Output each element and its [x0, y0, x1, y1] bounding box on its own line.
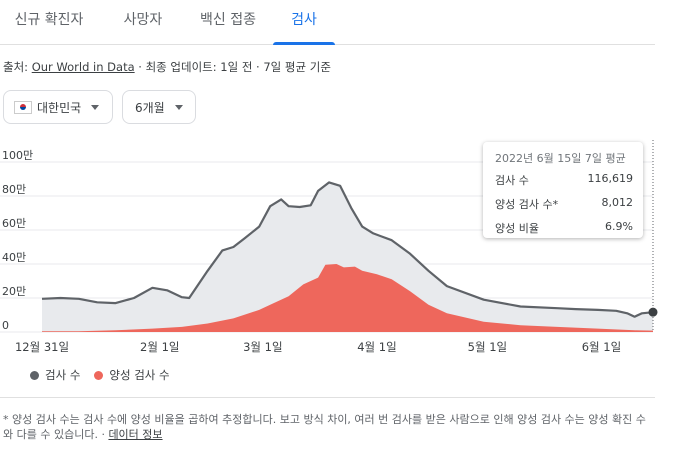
footnote: * 양성 검사 수는 검사 수에 양성 비율을 곱하여 추정합니다. 보고 방식…	[3, 412, 653, 442]
y-tick-label: 60만	[2, 217, 26, 230]
x-axis-labels: 12월 31일 2월 1일 3월 1일 4월 1일 5월 1일 6월 1일	[15, 340, 621, 354]
chevron-down-icon	[91, 104, 100, 110]
footnote-text: * 양성 검사 수는 검사 수에 양성 비율을 곱하여 추정합니다. 보고 방식…	[3, 413, 646, 441]
x-tick-label: 12월 31일	[15, 340, 69, 354]
x-tick-label: 5월 1일	[468, 340, 507, 354]
tab-new-cases[interactable]: 신규 확진자	[14, 12, 84, 28]
country-select[interactable]: 대한민국	[3, 90, 113, 124]
hover-point[interactable]	[648, 307, 658, 317]
tooltip-value: 6.9%	[605, 220, 633, 233]
tests-line	[41, 181, 654, 318]
tooltip-value: 116,619	[587, 172, 634, 185]
y-tick-label: 40만	[2, 251, 26, 264]
y-axis-labels: 0 20만 40만 60만 80만 100만	[2, 149, 33, 332]
testing-chart: 0 20만 40만 60만 80만 100만 12월 31일 2월 1일 3월 1일 4월 1일…	[0, 140, 658, 354]
divider	[0, 397, 655, 398]
period-select-label: 6개월	[135, 100, 165, 115]
chevron-down-icon	[174, 104, 183, 110]
source-link[interactable]: Our World in Data	[31, 60, 135, 74]
tab-vaccinations[interactable]: 백신 접종	[200, 12, 256, 28]
x-tick-label: 3월 1일	[243, 340, 282, 354]
source-line: 출처: Our World in Data · 최종 업데이트: 1일 전 · …	[3, 59, 331, 75]
country-select-label: 대한민국	[37, 100, 82, 115]
tab-deaths[interactable]: 사망자	[123, 12, 163, 28]
tooltip-label: 검사 수	[495, 174, 529, 187]
chart-tooltip: 2022년 6월 15일 7일 평균 검사 수 116,619 양성 검사 수*…	[483, 142, 643, 238]
x-tick-label: 4월 1일	[357, 340, 396, 354]
period-select[interactable]: 6개월	[122, 90, 196, 124]
source-prefix: 출처:	[3, 60, 32, 74]
tab-testing[interactable]: 검사	[273, 0, 335, 45]
legend-dot-positive	[94, 370, 104, 380]
y-tick-label: 100만	[2, 149, 33, 162]
tooltip-label: 양성 비율	[495, 222, 539, 235]
tooltip-row-positive: 양성 검사 수* 8,012	[495, 196, 633, 212]
legend-label-tests: 검사 수	[45, 368, 81, 382]
y-tick-label: 80만	[2, 183, 26, 196]
y-tick-label: 0	[2, 319, 9, 332]
korea-flag-icon	[14, 100, 32, 114]
x-tick-label: 6월 1일	[582, 340, 621, 354]
legend-dot-tests	[30, 370, 39, 380]
positive-tests-area	[42, 264, 653, 332]
data-info-link[interactable]: 데이터 정보	[108, 428, 163, 441]
tooltip-date: 2022년 6월 15일 7일 평균	[495, 152, 626, 165]
legend-label-positive: 양성 검사 수	[109, 368, 170, 382]
source-update: · 최종 업데이트: 1일 전 · 7일 평균 기준	[134, 60, 331, 74]
tooltip-value: 8,012	[601, 196, 634, 209]
tooltip-row-rate: 양성 비율 6.9%	[495, 220, 633, 236]
y-tick-label: 20만	[2, 285, 26, 298]
tooltip-label: 양성 검사 수*	[495, 198, 559, 211]
chart-legend: 검사 수 양성 검사 수	[30, 367, 170, 383]
x-tick-label: 2월 1일	[140, 340, 179, 354]
tooltip-row-tests: 검사 수 116,619	[495, 172, 633, 188]
tab-bar: 신규 확진자 사망자 백신 접종 검사	[0, 0, 655, 45]
tests-area	[42, 182, 653, 332]
